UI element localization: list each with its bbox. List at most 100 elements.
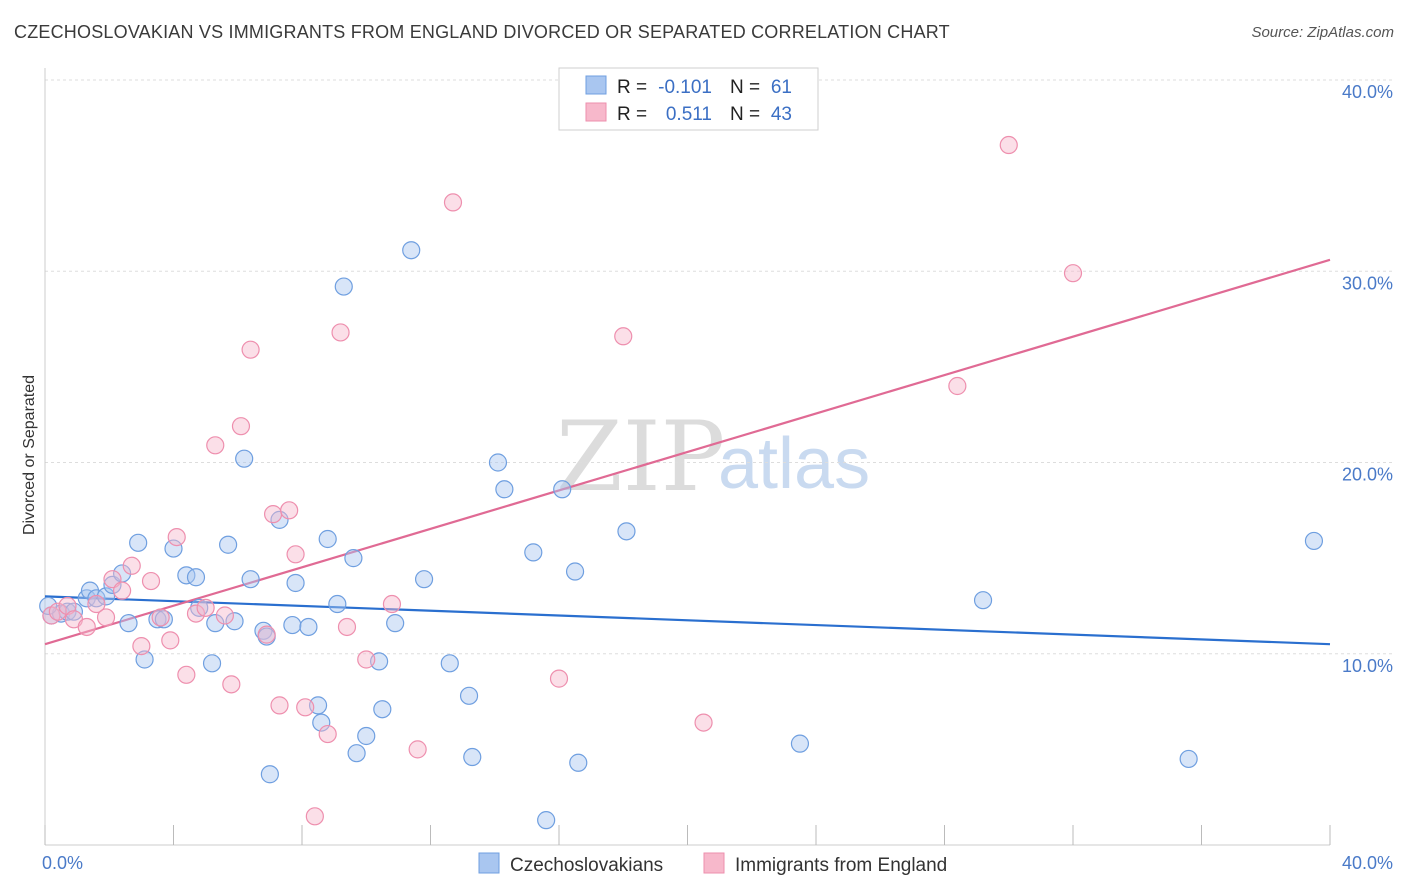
point-1-16 <box>186 604 206 623</box>
axes <box>44 68 1331 846</box>
legend-r-label-1: R = <box>617 77 647 98</box>
point-0-53 <box>565 562 585 581</box>
x-tick-label-0: 0.0% <box>42 853 83 873</box>
watermark-zip: ZIP <box>556 401 725 513</box>
point-0-50 <box>524 543 543 562</box>
point-1-19 <box>215 606 234 625</box>
legend-r-label-2: R = <box>617 104 647 125</box>
legend-n-label-2: N = <box>730 104 760 125</box>
point-0-60 <box>39 596 58 616</box>
point-0-37 <box>344 549 363 568</box>
point-1-23 <box>257 625 276 644</box>
point-0-22 <box>225 612 244 631</box>
point-1-34 <box>382 594 402 614</box>
point-1-12 <box>151 608 170 627</box>
point-0-55 <box>617 522 636 541</box>
point-0-30 <box>286 573 305 593</box>
point-1-26 <box>280 501 299 520</box>
point-1-31 <box>331 323 350 342</box>
point-0-48 <box>488 453 508 472</box>
legend-n-value-2: 43 <box>771 104 792 125</box>
point-0-46 <box>459 686 479 705</box>
point-1-25 <box>270 696 289 715</box>
point-1-28 <box>296 698 315 717</box>
point-1-20 <box>222 675 241 694</box>
point-1-36 <box>443 193 463 212</box>
point-1-4 <box>77 617 96 637</box>
legend-n-label-1: N = <box>730 77 760 98</box>
point-0-42 <box>386 614 405 633</box>
series-label-england: Immigrants from England <box>735 855 947 876</box>
point-1-37 <box>549 669 569 688</box>
legend-swatch-pink <box>585 102 607 122</box>
series-swatch-england <box>703 852 725 874</box>
point-1-9 <box>122 556 141 575</box>
y-tick-label-3: 40.0% <box>1342 82 1393 102</box>
point-0-39 <box>357 726 376 746</box>
point-0-58 <box>1179 749 1198 769</box>
point-1-15 <box>177 665 196 684</box>
point-0-24 <box>241 570 260 589</box>
series-legend: Czechoslovakians Immigrants from England <box>478 852 947 876</box>
y-axis-label: Divorced or Separated <box>21 375 38 535</box>
point-1-40 <box>948 376 967 396</box>
point-0-19 <box>202 654 222 673</box>
point-1-38 <box>614 327 633 346</box>
point-1-5 <box>87 594 106 614</box>
point-1-41 <box>999 135 1018 155</box>
point-1-1 <box>48 602 67 621</box>
point-0-41 <box>373 700 392 719</box>
point-0-11 <box>129 533 148 552</box>
point-0-33 <box>312 713 331 732</box>
point-0-20 <box>206 614 225 633</box>
point-0-35 <box>328 594 347 614</box>
point-0-31 <box>299 617 318 637</box>
point-0-36 <box>334 277 353 296</box>
point-0-29 <box>283 615 302 635</box>
point-0-51 <box>537 811 556 830</box>
point-1-13 <box>161 631 180 650</box>
legend-n-value-1: 61 <box>771 77 792 98</box>
point-0-44 <box>414 570 434 589</box>
point-0-45 <box>440 654 459 673</box>
trend-line-0 <box>44 595 1331 646</box>
point-1-24 <box>263 505 283 524</box>
watermark-atlas: atlas <box>718 424 870 504</box>
point-0-56 <box>790 734 810 753</box>
chart-title: CZECHOSLOVAKIAN VS IMMIGRANTS FROM ENGLA… <box>14 22 950 42</box>
tick-labels: 10.0% 20.0% 30.0% 40.0% 0.0% 40.0% <box>42 82 1393 873</box>
point-0-23 <box>235 449 254 468</box>
point-1-6 <box>96 608 116 627</box>
y-tick-label-2: 30.0% <box>1342 273 1393 293</box>
trend-lines <box>44 258 1331 646</box>
point-1-42 <box>1063 264 1083 283</box>
point-0-13 <box>148 610 167 629</box>
series-swatch-czechoslovakians <box>478 852 500 874</box>
point-1-8 <box>112 581 132 600</box>
point-0-59 <box>1304 531 1324 551</box>
point-0-34 <box>318 529 337 549</box>
source-label: Source: ZipAtlas.com <box>1251 24 1394 41</box>
legend-r-value-1: -0.101 <box>658 77 712 98</box>
y-tick-label-0: 10.0% <box>1342 656 1393 676</box>
legend-r-value-2: 0.511 <box>666 104 712 125</box>
point-0-38 <box>347 744 366 763</box>
point-1-22 <box>241 340 260 359</box>
point-1-14 <box>167 527 186 547</box>
point-1-11 <box>141 571 161 591</box>
series-label-czechoslovakians: Czechoslovakians <box>510 855 663 876</box>
point-1-18 <box>206 436 225 455</box>
point-0-52 <box>553 480 572 499</box>
point-1-39 <box>694 713 713 732</box>
point-1-30 <box>318 724 337 744</box>
point-0-10 <box>119 614 138 633</box>
y-tick-label-1: 20.0% <box>1342 465 1393 485</box>
point-1-21 <box>231 417 251 436</box>
trend-line-1 <box>44 258 1331 646</box>
point-1-29 <box>305 807 324 826</box>
point-0-27 <box>260 765 279 784</box>
point-1-10 <box>132 636 151 656</box>
point-0-21 <box>219 535 238 554</box>
point-1-27 <box>286 545 305 564</box>
